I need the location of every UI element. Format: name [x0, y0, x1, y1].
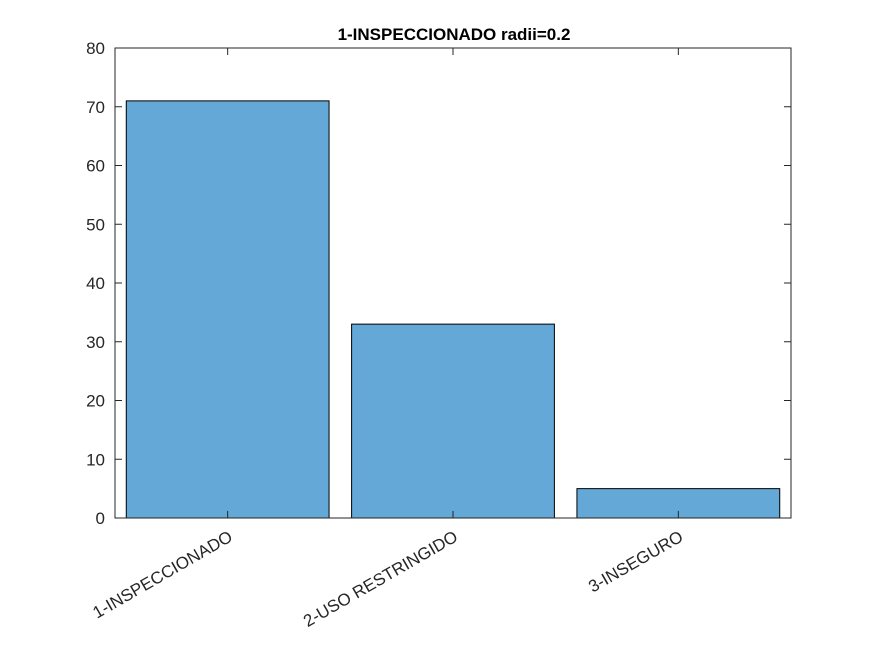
y-tick-label: 60 [86, 157, 105, 176]
chart-title: 1-INSPECCIONADO radii=0.2 [338, 25, 571, 44]
y-tick-label: 30 [86, 333, 105, 352]
y-tick-label: 50 [86, 215, 105, 234]
y-tick-label: 0 [96, 509, 105, 528]
bar-2 [351, 323, 555, 519]
x-tick-label: 3-INSEGURO [585, 527, 686, 596]
x-tick-label: 2-USO RESTRINGIDO [300, 527, 461, 631]
y-tick-label: 40 [86, 274, 105, 293]
y-tick-label: 80 [86, 39, 105, 58]
bar-1 [125, 100, 330, 519]
y-tick-label: 20 [86, 392, 105, 411]
y-tick-label: 70 [86, 98, 105, 117]
bars-group [125, 100, 781, 519]
x-tick-label: 1-INSPECCIONADO [90, 527, 236, 622]
y-axis-ticks: 0 10 20 30 40 50 60 70 80 [86, 39, 791, 528]
y-tick-label: 10 [86, 450, 105, 469]
